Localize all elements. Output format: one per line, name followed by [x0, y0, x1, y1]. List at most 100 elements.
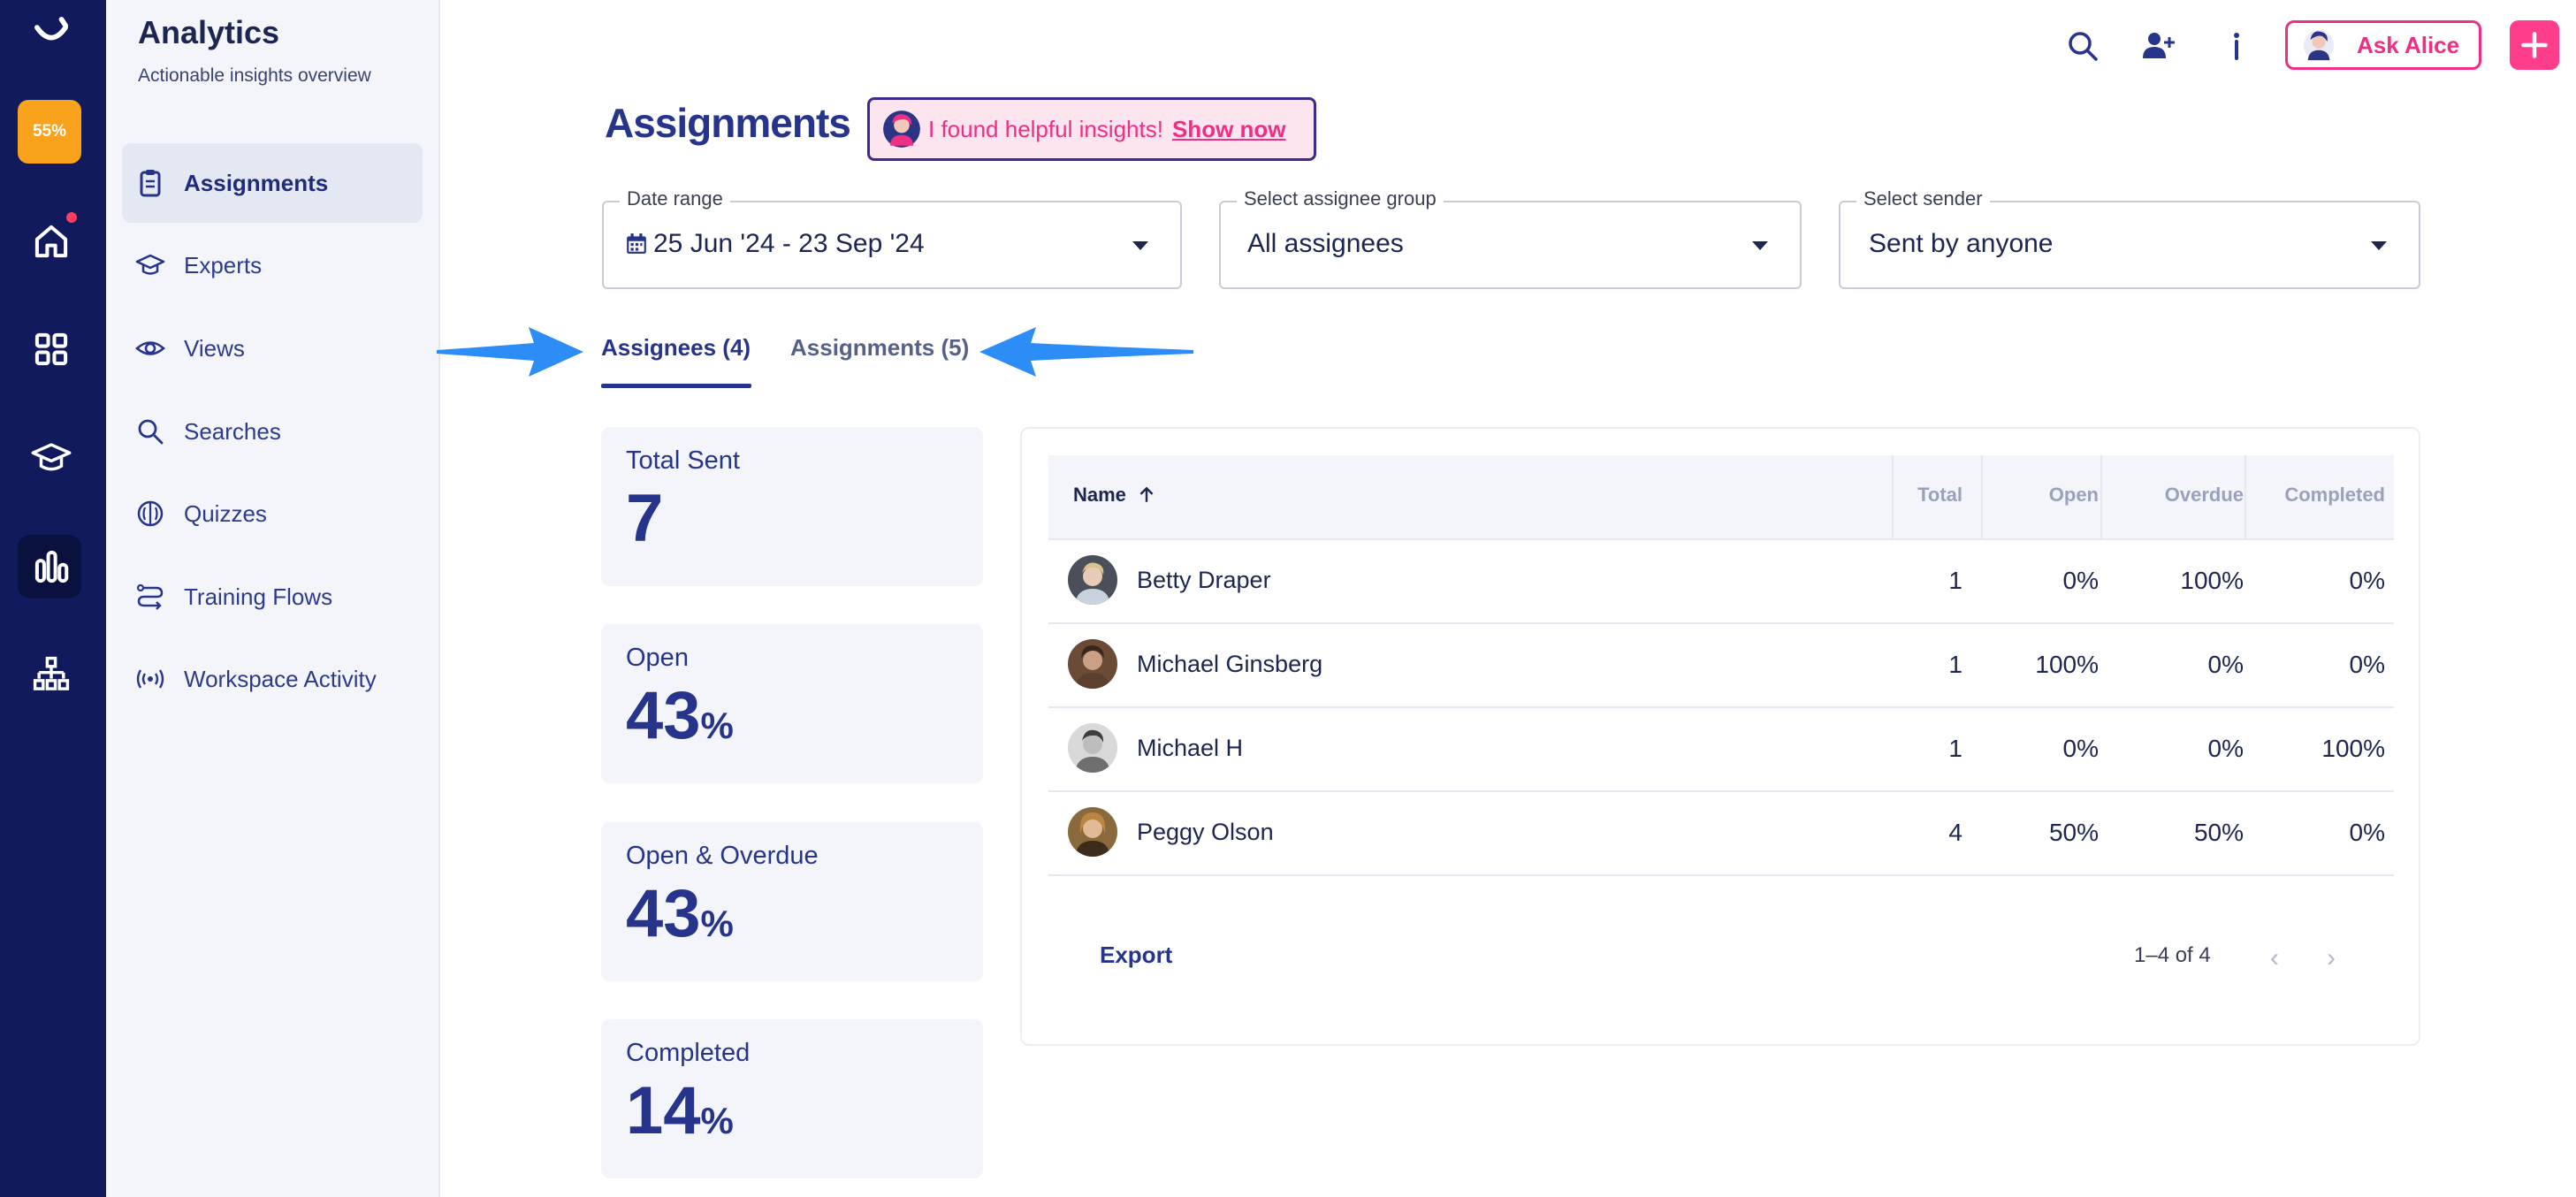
annotation-arrow-right: [437, 327, 583, 377]
alice-avatar-icon: [2303, 29, 2335, 61]
info-icon[interactable]: [2212, 21, 2261, 71]
assignees-table: Name Total Open Overdue Completed Betty …: [1020, 427, 2420, 1046]
org-chart-icon[interactable]: [27, 650, 76, 699]
graduation-cap-icon[interactable]: [27, 433, 76, 483]
brain-icon: [133, 496, 168, 531]
sidebar-item-quizzes[interactable]: Quizzes: [122, 474, 423, 553]
assignee-name: Betty Draper: [1137, 567, 1271, 593]
insight-text: I found helpful insights!: [928, 115, 1163, 142]
insight-banner[interactable]: I found helpful insights! Show now: [867, 97, 1316, 161]
show-now-link[interactable]: Show now: [1171, 115, 1286, 142]
date-range-select[interactable]: Date range 25 Jun '24 - 23 Sep '24: [602, 187, 1182, 289]
stat-value: 43%: [626, 876, 734, 951]
cell-open: 100%: [2035, 651, 2099, 678]
stat-value: 43%: [626, 678, 734, 753]
app-rail: 55%: [0, 0, 106, 1197]
chevron-left-icon[interactable]: ‹: [2270, 943, 2279, 972]
column-header-completed[interactable]: Completed: [2284, 484, 2385, 506]
cell-completed: 100%: [2321, 735, 2385, 762]
table-row[interactable]: Peggy Olson 4 50% 50% 0%: [1048, 790, 2394, 876]
active-tab-indicator: [601, 384, 751, 388]
broadcast-icon: [133, 661, 168, 697]
column-header-overdue[interactable]: Overdue: [2164, 484, 2244, 506]
cell-overdue: 100%: [2180, 567, 2244, 594]
sidebar-title: Analytics: [138, 14, 280, 50]
column-header-open[interactable]: Open: [2048, 484, 2099, 506]
assignee-name: Michael H: [1137, 735, 1244, 761]
table-row[interactable]: Michael Ginsberg 1 100% 0% 0%: [1048, 622, 2394, 708]
cell-overdue: 50%: [2193, 819, 2244, 846]
sidebar-item-workspace-activity[interactable]: Workspace Activity: [122, 639, 423, 719]
ask-alice-button[interactable]: Ask Alice: [2285, 20, 2481, 70]
sidebar-item-label: Quizzes: [184, 499, 267, 527]
column-divider: [2244, 455, 2246, 538]
clipboard-icon: [133, 165, 168, 201]
logo-icon[interactable]: [27, 9, 76, 58]
sidebar-item-label: Experts: [184, 251, 263, 278]
sidebar-item-label: Workspace Activity: [184, 665, 377, 692]
progress-badge[interactable]: 55%: [18, 100, 81, 164]
sender-select[interactable]: Select sender Sent by anyone: [1839, 187, 2420, 289]
chevron-down-icon: [2371, 241, 2387, 250]
stat-value: 7: [626, 481, 664, 556]
graduation-cap-icon: [133, 248, 168, 283]
sort-ascending-icon[interactable]: [1137, 485, 1156, 505]
cell-completed: 0%: [2349, 819, 2385, 846]
add-user-icon[interactable]: [2133, 21, 2183, 71]
pagination-label: 1–4 of 4: [2134, 943, 2211, 967]
cell-completed: 0%: [2349, 651, 2385, 678]
sidebar: Analytics Actionable insights overview A…: [106, 0, 440, 1197]
column-divider: [1892, 455, 1894, 538]
stat-card-open: Open 43%: [601, 624, 983, 783]
home-icon[interactable]: [27, 217, 76, 266]
assignee-name: Peggy Olson: [1137, 819, 1274, 845]
table-row[interactable]: Michael H 1 0% 0% 100%: [1048, 706, 2394, 792]
avatar: [1068, 639, 1117, 689]
stat-card-completed: Completed 14%: [601, 1019, 983, 1178]
stat-label: Total Sent: [626, 446, 740, 475]
column-divider: [1981, 455, 1983, 538]
analytics-chart-icon[interactable]: [27, 542, 76, 591]
stat-label: Open: [626, 644, 689, 672]
tab-assignees[interactable]: Assignees (4): [601, 334, 751, 361]
search-icon: [133, 414, 168, 449]
assignee-group-label: Select assignee group: [1237, 187, 1444, 210]
assignee-group-value: All assignees: [1247, 229, 1404, 258]
sidebar-item-views[interactable]: Views: [122, 309, 423, 388]
sidebar-subtitle: Actionable insights overview: [138, 65, 371, 86]
column-divider: [2100, 455, 2102, 538]
avatar: [1068, 555, 1117, 605]
sidebar-item-label: Searches: [184, 417, 281, 445]
sidebar-item-assignments[interactable]: Assignments: [122, 143, 423, 223]
column-header-total[interactable]: Total: [1917, 484, 1962, 506]
sidebar-item-label: Assignments: [184, 169, 329, 196]
cell-overdue: 0%: [2207, 651, 2244, 678]
sidebar-item-training-flows[interactable]: Training Flows: [122, 557, 423, 637]
cell-overdue: 0%: [2207, 735, 2244, 762]
cell-total: 1: [1948, 567, 1962, 594]
sidebar-item-searches[interactable]: Searches: [122, 392, 423, 471]
page-title: Assignments: [605, 100, 851, 146]
calendar-icon: [627, 233, 646, 254]
chevron-down-icon: [1132, 241, 1148, 250]
chevron-right-icon[interactable]: ›: [2327, 943, 2336, 972]
sender-value: Sent by anyone: [1869, 229, 2054, 258]
create-button[interactable]: [2510, 20, 2559, 70]
avatar: [1068, 723, 1117, 773]
search-icon[interactable]: [2058, 21, 2107, 71]
cell-total: 4: [1948, 819, 1962, 846]
apps-grid-icon[interactable]: [27, 324, 76, 374]
cell-total: 1: [1948, 735, 1962, 762]
sidebar-item-experts[interactable]: Experts: [122, 225, 423, 305]
stat-value: 14%: [626, 1073, 734, 1148]
annotation-arrow-left: [979, 327, 1193, 377]
export-button[interactable]: Export: [1100, 942, 1173, 968]
cell-open: 0%: [2062, 567, 2099, 594]
tab-assignments[interactable]: Assignments (5): [790, 334, 970, 361]
date-range-value: 25 Jun '24 - 23 Sep '24: [653, 229, 925, 258]
table-row[interactable]: Betty Draper 1 0% 100% 0%: [1048, 538, 2394, 624]
assignee-group-select[interactable]: Select assignee group All assignees: [1219, 187, 1802, 289]
notification-dot: [66, 212, 77, 223]
column-header-name[interactable]: Name: [1073, 484, 1156, 507]
sidebar-item-label: Training Flows: [184, 583, 333, 610]
